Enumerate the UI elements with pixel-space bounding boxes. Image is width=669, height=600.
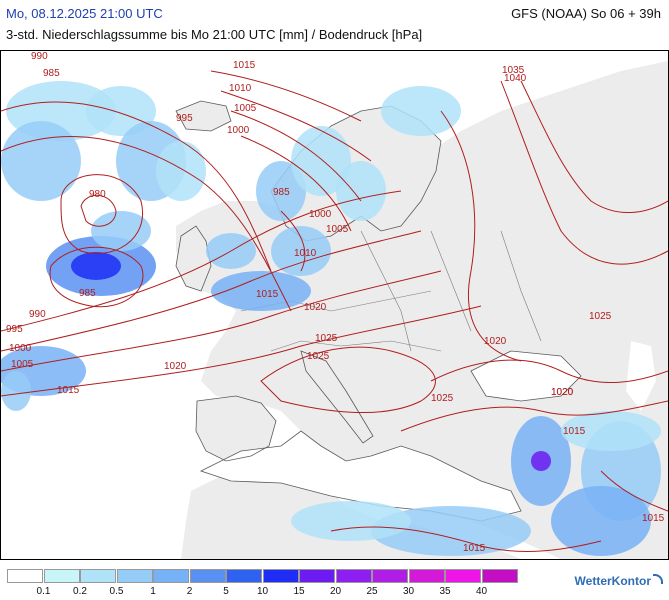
isobar-label: 1005 (234, 103, 257, 114)
isobar-label: 1015 (642, 513, 665, 524)
precipitation-area (561, 411, 661, 451)
legend-swatch (43, 569, 80, 583)
precipitation-area (1, 121, 81, 201)
legend-tick-label: 5 (223, 586, 229, 597)
isobar-label: 985 (43, 68, 60, 79)
legend-swatch (372, 569, 408, 583)
legend-swatch (226, 569, 262, 583)
land-iberia (196, 396, 276, 461)
isobar-label: 1015 (256, 289, 279, 300)
legend-tick-label: 40 (475, 586, 488, 597)
precipitation-layer (1, 81, 661, 556)
legend-swatch (116, 569, 153, 583)
precipitation-area (256, 161, 306, 221)
isobar-label: 985 (79, 288, 96, 299)
sea-caspian (626, 341, 656, 411)
legend-swatch (481, 569, 518, 583)
isobar-label: 1020 (164, 361, 187, 372)
legend-tick-label: 25 (366, 586, 378, 597)
header: Mo, 08.12.2025 21:00 UTC GFS (NOAA) So 0… (0, 0, 669, 50)
isobar-label: 1005 (326, 224, 349, 235)
coastlines (175, 100, 582, 522)
isobar-label: 1000 (9, 343, 32, 354)
precipitation-area (381, 86, 461, 136)
isobar-labels: 990 985 1015 1010 1005 995 1000 980 985 990 995 100… (6, 51, 665, 554)
precipitation-area (551, 486, 651, 556)
land-italy (301, 351, 373, 443)
legend-tick-label: 20 (329, 586, 342, 597)
legend-tick-label: 15 (293, 586, 305, 597)
isobar-label: 995 (176, 113, 193, 124)
legend-tick-label: 1 (150, 586, 156, 597)
land-iceland (176, 101, 231, 131)
legend-swatch (299, 569, 335, 583)
precipitation-area (531, 451, 551, 471)
logo-wave-icon (653, 574, 663, 584)
legend-swatch (80, 569, 116, 583)
isobar-label: 1020 (551, 387, 574, 398)
precipitation-area (336, 161, 386, 221)
precipitation-area (86, 86, 156, 136)
isobar-label: 1015 (563, 426, 586, 437)
isobar-layer (1, 70, 668, 552)
precipitation-area (71, 252, 121, 280)
legend-tick-label: 2 (186, 586, 193, 597)
isobar-label: 1025 (315, 333, 338, 344)
legend-tick-label: 0.1 (36, 586, 51, 597)
isobar-label: 1010 (229, 83, 252, 94)
precipitation-area (1, 371, 31, 411)
isobar-label: 1015 (57, 385, 80, 396)
isobar-label: 985 (273, 187, 290, 198)
isobar-label: 1025 (589, 311, 612, 322)
sea-mediterranean (201, 431, 521, 521)
legend-tick-label: 10 (256, 586, 269, 597)
map-description: 3-std. Niederschlagssumme bis Mo 21:00 U… (6, 27, 423, 42)
isobar-label: 1010 (294, 248, 317, 259)
isobar-label: 1040 (504, 73, 527, 84)
isobar-label: 980 (89, 189, 106, 200)
isobar-label: 1015 (463, 543, 486, 554)
logo-text: WetterKontor (574, 574, 651, 588)
isobar-label: 1020 (484, 336, 507, 347)
precipitation-area (91, 211, 151, 251)
legend-swatch (189, 569, 226, 583)
isobar-label: 1035 (502, 65, 525, 76)
precipitation-area (291, 126, 351, 196)
legend-swatch (408, 569, 445, 583)
model-run-label: GFS (NOAA) So 06 + 39h (511, 6, 661, 21)
valid-time-label: Mo, 08.12.2025 21:00 UTC (6, 6, 163, 21)
legend-tick-label: 0.5 (109, 586, 124, 597)
wetterkontor-logo: WetterKontor (575, 574, 663, 588)
isobar-label: 1000 (309, 209, 332, 220)
precipitation-area (156, 141, 206, 201)
precipitation-area (291, 501, 411, 541)
legend-swatch (262, 569, 299, 583)
legend-tick-label: 30 (402, 586, 415, 597)
isobar-label: 1005 (11, 359, 34, 370)
precipitation-area (371, 506, 531, 556)
isobar-label: 990 (29, 309, 46, 320)
legend-swatch (335, 569, 372, 583)
legend-swatch (445, 569, 481, 583)
isobar-label: 1020 (551, 387, 574, 398)
map-canvas: 990 985 1015 1010 1005 995 1000 980 985 990 995 100… (1, 51, 668, 559)
isobar-label: 1025 (431, 393, 454, 404)
isobar-label: 995 (6, 324, 23, 335)
legend-swatch (7, 569, 43, 583)
legend-tick-label: 35 (439, 586, 451, 597)
weather-map: 990 985 1015 1010 1005 995 1000 980 985 990 995 100… (0, 50, 669, 560)
isobar-label: 990 (31, 51, 48, 62)
isobar-label: 1020 (304, 302, 327, 313)
legend-swatch (153, 569, 189, 583)
land-uk (176, 226, 211, 291)
isobar-label: 1000 (227, 125, 250, 136)
precipitation-area (271, 226, 331, 276)
isobar-label: 1015 (233, 60, 256, 71)
legend-tick-label: 0.2 (73, 586, 87, 597)
sea-black (471, 351, 581, 401)
isobar-label: 1025 (307, 351, 330, 362)
